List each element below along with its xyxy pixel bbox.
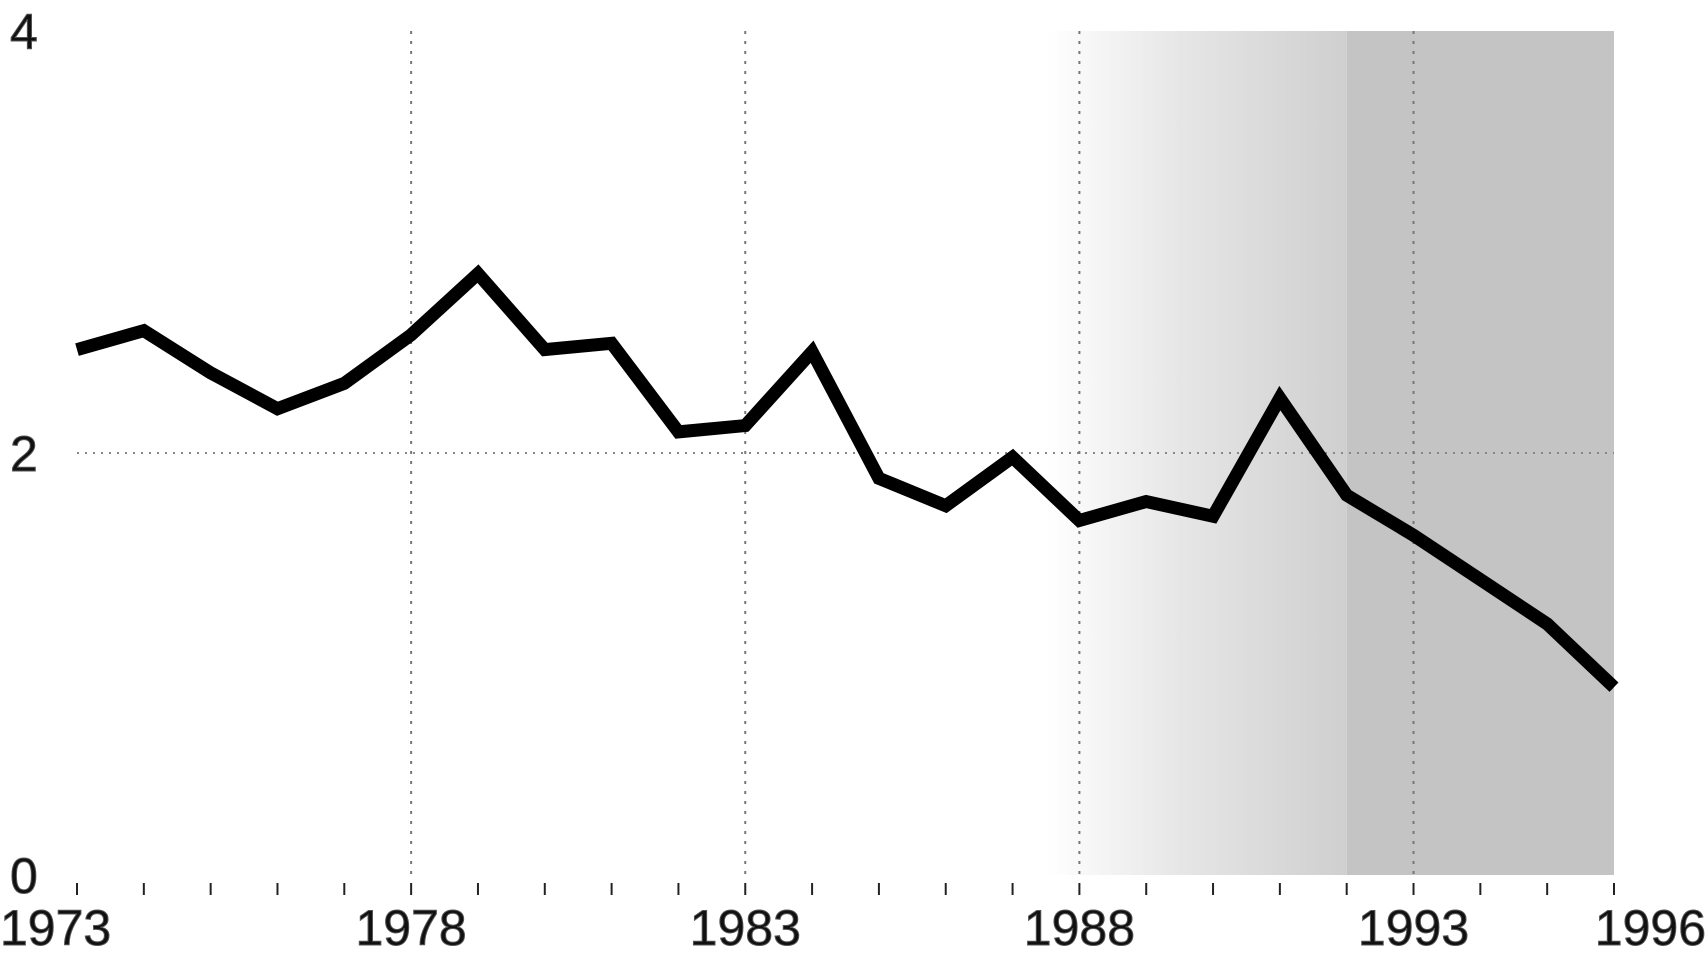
x-tick-label: 1978 <box>356 900 467 956</box>
x-tick-label: 1988 <box>1024 900 1135 956</box>
x-tick-label: 1973 <box>0 900 111 956</box>
y-tick-label: 0 <box>10 848 38 904</box>
x-tick-label: 1983 <box>690 900 801 956</box>
shade-dark <box>1346 31 1614 875</box>
y-tick-label: 4 <box>10 4 38 60</box>
shade-light <box>1045 31 1347 875</box>
shading <box>1045 31 1614 875</box>
x-tick-label: 1993 <box>1358 900 1469 956</box>
x-tick-label: 1996 <box>1595 900 1706 956</box>
line <box>75 264 1619 692</box>
y-tick-label: 2 <box>10 426 38 482</box>
